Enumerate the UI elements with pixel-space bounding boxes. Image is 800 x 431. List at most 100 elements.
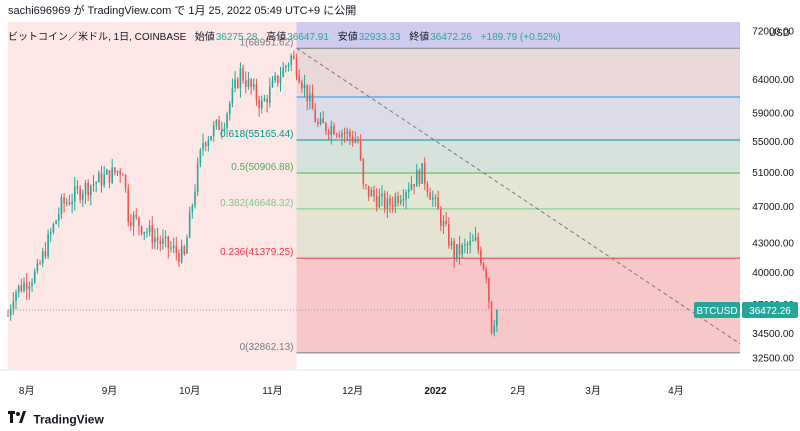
candle-body [338, 134, 341, 137]
fib-band [296, 97, 740, 140]
candle-body [367, 185, 370, 197]
candle-body [82, 193, 84, 200]
price-tick-label: 59000.00 [752, 108, 794, 119]
candle-body [114, 167, 116, 173]
price-tick-label: 47000.00 [752, 202, 794, 213]
candle-body [188, 212, 191, 238]
time-tick-label: 8月 [19, 385, 35, 397]
publish-header-text: sachi696969 が TradingView.com で 1月 25, 2… [8, 5, 357, 17]
candle-body [474, 237, 477, 241]
candle-body [266, 98, 268, 103]
candle-body [309, 93, 311, 102]
chart-area[interactable]: 1(68951.62) 0.618(55165.44) 0.5(50906.88) 0… [0, 22, 800, 408]
candle-body [378, 196, 381, 208]
trend-line[interactable] [296, 47, 741, 345]
price-tick-label: 43000.00 [752, 238, 794, 249]
symbol-badge: BTCUSD [696, 306, 737, 317]
candle-body [260, 100, 263, 109]
candle-body [17, 285, 20, 293]
candle-body [303, 84, 306, 89]
candle-body [413, 184, 415, 187]
candle-body [488, 278, 490, 302]
candle-body [263, 98, 266, 101]
candle-body [154, 237, 156, 243]
candle-body [25, 282, 28, 290]
candle-body [461, 244, 463, 255]
candle-body [204, 142, 207, 147]
candle-body [394, 196, 397, 207]
candle-body [365, 184, 367, 186]
candle-body [186, 237, 188, 254]
change-value: +189.79 (+0.52%) [480, 32, 561, 43]
candle-body [293, 55, 295, 59]
time-tick-label: 12月 [342, 385, 363, 397]
candle-body [130, 221, 132, 227]
candle-body [23, 282, 25, 291]
fib-level-label: 1(68951.62) [240, 37, 294, 48]
candle-body [250, 79, 252, 88]
candle-body [429, 192, 431, 200]
candle-body [252, 84, 255, 88]
candle-body [274, 75, 276, 81]
close-value: 36472.26 [430, 32, 472, 43]
candle-body [98, 173, 100, 183]
left-shade [8, 22, 297, 369]
last-price-badge: 36472.26 [749, 306, 791, 317]
candle-body [269, 86, 271, 103]
candle-body [362, 159, 365, 185]
candle-body [351, 136, 354, 143]
candle-body [285, 66, 287, 68]
candle-body [212, 125, 215, 137]
time-tick-label: 11月 [262, 385, 282, 397]
candle-body [437, 197, 439, 210]
candle-body [159, 240, 162, 244]
candle-body [405, 192, 407, 200]
time-tick-label: 3月 [585, 385, 601, 397]
candle-body [354, 140, 357, 143]
price-tick-label: 55000.00 [752, 137, 794, 148]
candle-body [156, 237, 159, 241]
candle-body [306, 84, 309, 102]
footer: TradingView [0, 408, 800, 431]
candle-body [496, 309, 498, 327]
candle-body [397, 196, 399, 203]
candle-body [63, 197, 65, 204]
candle-body [359, 141, 362, 160]
candle-body [127, 188, 130, 222]
candle-body [196, 163, 199, 192]
candle-body [135, 214, 138, 218]
candle-body [287, 64, 290, 67]
candle-body [210, 136, 212, 141]
candle-body [317, 122, 319, 125]
candle-body [381, 193, 383, 197]
candle-body [73, 186, 76, 202]
fib-band [296, 208, 740, 259]
candle-body [464, 244, 466, 246]
candle-body [453, 241, 455, 259]
candle-body [466, 244, 469, 246]
candle-body [103, 174, 105, 186]
candle-body [290, 55, 292, 65]
candle-body [52, 223, 55, 233]
candle-body [119, 171, 122, 175]
candle-body [448, 224, 450, 246]
candle-body [279, 76, 282, 84]
symbol-badge-bg [694, 302, 740, 319]
candle-body [220, 128, 223, 130]
candle-body [434, 197, 437, 199]
candle-body [132, 214, 135, 227]
price-tick-label: 64000.00 [752, 75, 794, 86]
candle-body [191, 205, 194, 213]
candle-body [116, 171, 119, 173]
candlestick-chart[interactable]: 1(68951.62) 0.618(55165.44) 0.5(50906.88) 0… [0, 22, 800, 408]
candle-body [407, 189, 410, 193]
candle-body [330, 125, 333, 135]
high-value: 36647.91 [287, 32, 329, 43]
candle-body [228, 103, 231, 115]
candle-body [100, 173, 103, 186]
candle-body [231, 88, 234, 104]
candle-body [49, 232, 52, 235]
price-axis-bg [740, 22, 800, 408]
candle-body [106, 170, 108, 175]
time-tick-label: 4月 [668, 385, 684, 397]
